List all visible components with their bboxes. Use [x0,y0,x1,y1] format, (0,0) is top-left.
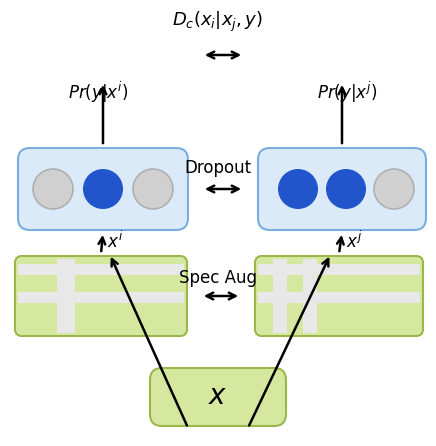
Text: $x^j$: $x^j$ [346,231,362,252]
Circle shape [83,169,123,209]
Circle shape [278,169,318,209]
Text: $Pr(y|x^i)$: $Pr(y|x^i)$ [68,79,128,105]
Bar [273,259,287,333]
Text: $D_c(x_i|x_j, y)$: $D_c(x_i|x_j, y)$ [173,10,263,34]
Text: Spec Aug: Spec Aug [179,269,257,287]
FancyBboxPatch shape [255,256,423,336]
Bar [18,292,184,303]
Text: $x^i$: $x^i$ [107,231,123,252]
Circle shape [33,169,73,209]
Text: $x$: $x$ [208,384,228,410]
FancyBboxPatch shape [150,368,286,426]
FancyBboxPatch shape [18,148,188,230]
Bar [258,264,420,275]
Bar [18,264,184,275]
Circle shape [374,169,414,209]
FancyBboxPatch shape [258,148,426,230]
Bar [258,292,420,303]
Circle shape [133,169,173,209]
Text: Dropout: Dropout [184,159,252,177]
Text: $Pr(y|x^j)$: $Pr(y|x^j)$ [317,79,377,105]
FancyBboxPatch shape [15,256,187,336]
Circle shape [326,169,366,209]
Bar [57,259,75,333]
Bar [303,259,317,333]
